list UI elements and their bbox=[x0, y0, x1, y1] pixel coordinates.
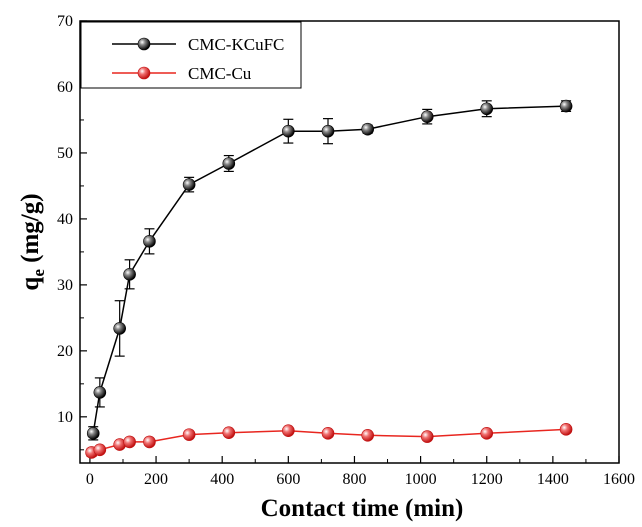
data-point bbox=[361, 428, 374, 442]
data-point bbox=[123, 268, 136, 281]
y-tick-label: 10 bbox=[57, 409, 73, 426]
x-axis-title: Contact time (min) bbox=[261, 495, 464, 522]
x-tick-label: 1200 bbox=[471, 471, 503, 488]
data-point bbox=[93, 386, 107, 399]
x-tick-label: 1000 bbox=[405, 471, 437, 488]
data-point bbox=[282, 124, 295, 138]
data-point bbox=[420, 110, 434, 123]
series-line bbox=[92, 105, 567, 434]
data-point bbox=[321, 124, 335, 138]
legend-box bbox=[80, 21, 302, 89]
y-axis-title: qe (mg/g) bbox=[17, 193, 48, 290]
y-tick-label: 50 bbox=[57, 145, 73, 162]
data-point bbox=[86, 427, 100, 440]
y-axis: 10 20 30 40 50 60 70 bbox=[57, 13, 87, 451]
x-tick-label: 1400 bbox=[537, 471, 569, 488]
legend-label-2: CMC-Cu bbox=[188, 64, 252, 83]
x-axis: 0 200 400 600 800 1000 1200 1400 1600 bbox=[86, 456, 635, 488]
data-point bbox=[123, 435, 136, 449]
x-tick-label: 0 bbox=[86, 471, 94, 488]
data-point bbox=[420, 430, 434, 443]
data-point bbox=[480, 102, 494, 116]
y-tick-label: 40 bbox=[57, 211, 73, 228]
series-1 bbox=[85, 423, 573, 459]
series-0 bbox=[86, 99, 573, 441]
data-point bbox=[480, 427, 494, 440]
data-point bbox=[559, 99, 573, 113]
data-point bbox=[559, 423, 573, 436]
x-tick-label: 400 bbox=[210, 471, 234, 488]
data-point bbox=[222, 157, 236, 170]
data-point bbox=[182, 178, 196, 191]
data-point bbox=[143, 235, 156, 248]
plot-frame bbox=[79, 20, 620, 464]
x-tick-label: 200 bbox=[144, 471, 168, 488]
y-tick-label: 70 bbox=[57, 13, 73, 30]
data-point bbox=[321, 427, 335, 440]
legend-marker-2 bbox=[137, 66, 151, 80]
data-point bbox=[113, 322, 126, 335]
x-tick-label: 1600 bbox=[603, 471, 635, 488]
y-tick-label: 60 bbox=[57, 79, 73, 96]
legend: CMC-KCuFC CMC-Cu bbox=[80, 21, 302, 89]
legend-marker-1 bbox=[137, 37, 151, 51]
data-point bbox=[282, 424, 295, 437]
x-tick-label: 600 bbox=[276, 471, 300, 488]
x-tick-label: 800 bbox=[342, 471, 366, 488]
data-point bbox=[182, 428, 196, 441]
data-point bbox=[93, 443, 107, 457]
y-tick-label: 30 bbox=[57, 277, 73, 294]
data-point bbox=[222, 426, 236, 439]
legend-label-1: CMC-KCuFC bbox=[188, 35, 284, 54]
data-point bbox=[361, 122, 374, 136]
y-tick-label: 20 bbox=[57, 343, 73, 360]
series-layer bbox=[85, 99, 573, 459]
data-point bbox=[143, 435, 156, 449]
